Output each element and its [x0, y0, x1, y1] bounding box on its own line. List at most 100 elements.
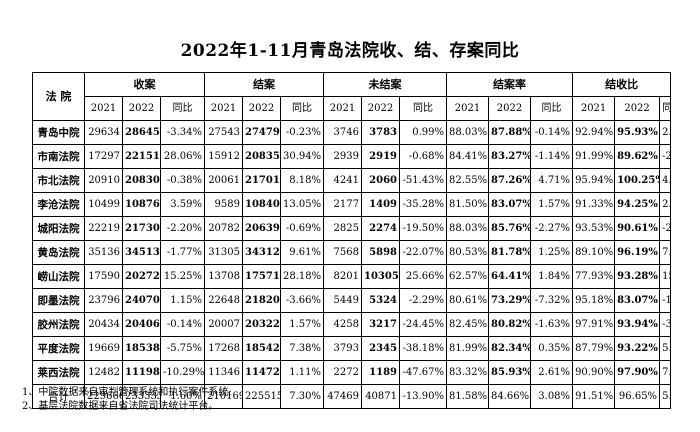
table-cell: 83.07% [488, 192, 532, 217]
table-cell: 17590 [84, 264, 123, 289]
table-cell: 13.05% [280, 192, 324, 217]
table-cell: 20830 [122, 168, 161, 193]
sub-header-cell: 2021 [572, 96, 616, 121]
table-cell: 1.25% [530, 240, 574, 265]
table-cell: 5324 [361, 288, 400, 313]
table-cell: -1.63% [530, 312, 574, 337]
table-cell: 7.00% [659, 360, 672, 385]
table-cell: 210169 [204, 384, 243, 409]
table-cell: 11198 [122, 360, 161, 385]
table-cell: 2.61% [530, 360, 574, 385]
table-cell: 2177 [323, 192, 362, 217]
table-cell: -2.29% [398, 288, 448, 313]
table-row: 平度法院 19669 18538 -5.75% 17268 18542 7.38% 3793 2… [32, 336, 672, 361]
table-cell: 1.15% [160, 288, 205, 313]
table-cell: -13.90% [398, 384, 448, 409]
group-header-received: 收案 [84, 72, 205, 97]
court-name: 李沧法院 [32, 192, 85, 217]
table-cell: 81.50% [446, 192, 490, 217]
table-cell: 35136 [84, 240, 123, 265]
table-cell: 1.57% [280, 312, 324, 337]
table-cell: -24.45% [398, 312, 448, 337]
table-cell: 15.35% [659, 264, 672, 289]
table-cell: -19.50% [398, 216, 448, 241]
table-cell: -0.14% [530, 120, 574, 145]
table-cell: -12.11% [659, 288, 672, 313]
table-cell: 17571 [242, 264, 281, 289]
table-cell: 3783 [361, 120, 400, 145]
table-cell: 3.59% [160, 192, 205, 217]
table-cell: 84.66% [488, 384, 532, 409]
table-cell: 1409 [361, 192, 400, 217]
footnote: 1、中院数据来自审判管理系统和执行案件系统; [22, 387, 232, 398]
table-cell: 225515 [242, 384, 281, 409]
table-cell: -47.67% [398, 360, 448, 385]
table-cell: 20007 [204, 312, 243, 337]
table-cell: 93.28% [614, 264, 661, 289]
table-cell: 20061 [204, 168, 243, 193]
table-cell: 97.90% [614, 360, 661, 385]
table-cell: 27543 [204, 120, 243, 145]
table-cell: 40871 [361, 384, 400, 409]
table-cell: 9589 [204, 192, 243, 217]
table-cell: 89.10% [572, 240, 616, 265]
court-name: 青岛中院 [32, 120, 85, 145]
table-cell: -2.37% [659, 144, 672, 169]
table-cell: 10840 [242, 192, 281, 217]
table-cell: 94.25% [614, 192, 661, 217]
table-cell: 3746 [323, 120, 362, 145]
sub-header-cell: 同比 [659, 96, 672, 121]
table-cell: 17268 [204, 336, 243, 361]
table-cell: 95.94% [572, 168, 616, 193]
table-cell: -35.28% [398, 192, 448, 217]
table-cell: 15912 [204, 144, 243, 169]
table-row: 市北法院 20910 20830 -0.38% 20061 21701 8.18% 4241 2… [32, 168, 672, 193]
table-cell: 21701 [242, 168, 281, 193]
table-cell: 20406 [122, 312, 161, 337]
table-cell: 85.76% [488, 216, 532, 241]
table-cell: 91.51% [572, 384, 616, 409]
table-cell: 77.93% [572, 264, 616, 289]
table-cell: -1.77% [160, 240, 205, 265]
table-cell: 97.91% [572, 312, 616, 337]
table-cell: 13708 [204, 264, 243, 289]
table-cell: 8.18% [280, 168, 324, 193]
table-cell: 10499 [84, 192, 123, 217]
sub-header-cell: 2022 [488, 96, 532, 121]
table-cell: 20272 [122, 264, 161, 289]
table-cell: 93.53% [572, 216, 616, 241]
sub-header-cell: 2022 [242, 96, 281, 121]
table-cell: -10.29% [160, 360, 205, 385]
table-cell: 19669 [84, 336, 123, 361]
court-name: 胶州法院 [32, 312, 85, 337]
table-cell: 7.09% [659, 240, 672, 265]
table-cell: 2919 [361, 144, 400, 169]
table-cell: -22.07% [398, 240, 448, 265]
table-row: 莱西法院 12482 11198 -10.29% 11346 11472 1.11% 2272… [32, 360, 672, 385]
table-cell: 1.57% [530, 192, 574, 217]
table-row: 黄岛法院 35136 34513 -1.77% 31305 34312 9.61% 7568 5… [32, 240, 672, 265]
table-cell: 20835 [242, 144, 281, 169]
table-cell: 80.61% [446, 288, 490, 313]
table-cell: 7.38% [280, 336, 324, 361]
group-header-close-rate: 结案率 [446, 72, 574, 97]
table-cell: 2060 [361, 168, 400, 193]
table-cell: 22151 [122, 144, 161, 169]
sub-header-cell: 2022 [614, 96, 661, 121]
table-cell: 83.07% [614, 288, 661, 313]
table-cell: 25.66% [398, 264, 448, 289]
table-cell: 9.61% [280, 240, 324, 265]
sub-header-cell: 2021 [323, 96, 362, 121]
table-cell: 24070 [122, 288, 161, 313]
table-cell: 1.11% [280, 360, 324, 385]
table-cell: 73.29% [488, 288, 532, 313]
table-cell: 17297 [84, 144, 123, 169]
court-header: 法 院 [32, 72, 85, 121]
table-cell: 30.94% [280, 144, 324, 169]
table-cell: 7.30% [280, 384, 324, 409]
table-cell: 92.94% [572, 120, 616, 145]
stats-table: 法 院 收案 结案 未结案 结案率 结收比 2021 2022 同比 2021 2022… [32, 72, 672, 409]
table-cell: 2825 [323, 216, 362, 241]
table-cell: 3793 [323, 336, 362, 361]
table-cell: 5.14% [659, 384, 672, 409]
